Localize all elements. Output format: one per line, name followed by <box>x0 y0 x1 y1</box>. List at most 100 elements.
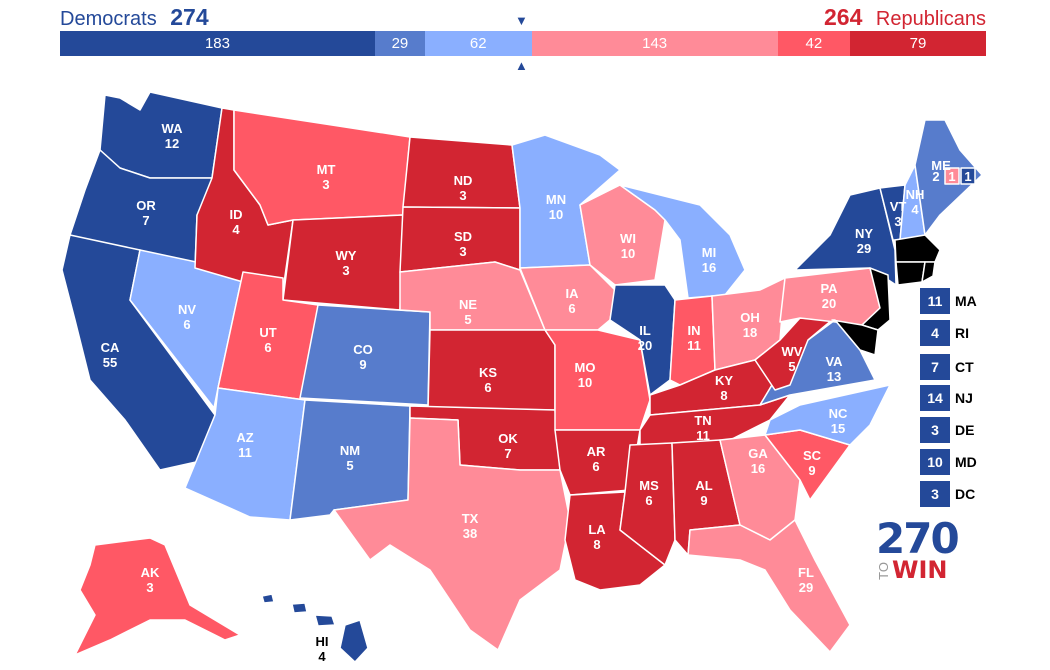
logo-to: TO <box>876 562 891 580</box>
label-nm-ev: 5 <box>346 458 353 473</box>
bar-segment-likely-dem: 29 <box>374 31 425 56</box>
state-tx[interactable] <box>333 417 571 651</box>
label-hi-ev: 4 <box>318 649 326 664</box>
small-state-ev-box: 7 <box>920 354 950 380</box>
270-marker-bottom-icon: ▲ <box>515 58 528 73</box>
state-ri[interactable] <box>921 261 936 283</box>
label-pa-abbr: PA <box>820 281 838 296</box>
label-tn-abbr: TN <box>694 413 711 428</box>
label-me-abbr: ME <box>931 158 951 173</box>
label-la-abbr: LA <box>588 522 606 537</box>
label-co-ev: 9 <box>359 357 366 372</box>
small-state-nj[interactable]: 14 NJ <box>920 385 973 411</box>
label-sd-abbr: SD <box>454 229 472 244</box>
label-nd-ev: 3 <box>459 188 466 203</box>
small-state-ev-box: 11 <box>920 288 950 314</box>
small-state-dc[interactable]: 3 DC <box>920 481 975 507</box>
republicans-header: 264 Republicans <box>824 4 986 31</box>
small-state-ri[interactable]: 4 RI <box>920 320 969 346</box>
label-ga-abbr: GA <box>748 446 768 461</box>
state-ak[interactable] <box>74 537 241 656</box>
small-state-md[interactable]: 10 MD <box>920 449 977 475</box>
logo-win: WIN <box>892 556 948 584</box>
label-ca-abbr: CA <box>101 340 120 355</box>
small-state-abbr: RI <box>955 325 969 341</box>
label-az-ev: 11 <box>238 445 252 460</box>
label-ne-abbr: NE <box>459 297 477 312</box>
label-fl-ev: 29 <box>799 580 813 595</box>
label-ms-ev: 6 <box>645 493 652 508</box>
state-wv[interactable] <box>754 317 833 391</box>
label-al-ev: 9 <box>700 493 707 508</box>
label-wa-abbr: WA <box>162 121 184 136</box>
state-ct[interactable] <box>895 261 926 286</box>
label-va-ev: 13 <box>827 369 841 384</box>
label-va-abbr: VA <box>825 354 843 369</box>
label-sc-ev: 9 <box>808 463 815 478</box>
small-state-ma[interactable]: 11 MA <box>920 288 977 314</box>
label-oh-ev: 18 <box>743 325 757 340</box>
bar-segment-safe-rep: 79 <box>849 31 986 56</box>
label-wv-abbr: WV <box>782 344 803 359</box>
district-me-2[interactable] <box>960 167 976 185</box>
270towin-logo: 270 TO WIN <box>876 518 960 585</box>
label-nm-abbr: NM <box>340 443 360 458</box>
state-hi[interactable] <box>339 619 369 663</box>
state-il[interactable] <box>609 284 676 396</box>
state-ma[interactable] <box>894 234 941 263</box>
label-wy-abbr: WY <box>336 248 357 263</box>
state-fl[interactable] <box>687 519 851 653</box>
small-state-de[interactable]: 3 DE <box>920 417 974 443</box>
label-wi-abbr: WI <box>620 231 636 246</box>
label-ny-abbr: NY <box>855 226 873 241</box>
label-ia-ev: 6 <box>568 301 575 316</box>
state-md[interactable] <box>831 319 879 356</box>
label-id-ev: 4 <box>232 222 240 237</box>
label-me-1-ev: 1 <box>948 169 955 184</box>
label-mi-ev: 16 <box>702 260 716 275</box>
republicans-total: 264 <box>823 4 863 30</box>
small-state-ev-box: 4 <box>920 320 950 346</box>
small-state-abbr: CT <box>955 359 974 375</box>
label-nv-abbr: NV <box>178 302 196 317</box>
state-mo[interactable] <box>544 329 651 431</box>
state-hi-islands[interactable] <box>261 593 336 627</box>
label-ky-abbr: KY <box>715 373 733 388</box>
label-ks-ev: 6 <box>484 380 491 395</box>
label-vt-ev: 3 <box>894 214 901 229</box>
label-la-ev: 8 <box>593 537 600 552</box>
label-ne-ev: 5 <box>464 312 471 327</box>
label-nh-ev: 4 <box>911 202 919 217</box>
label-hi-abbr: HI <box>316 634 329 649</box>
label-me-ev: 2 <box>932 169 939 184</box>
small-state-abbr: NJ <box>955 390 973 406</box>
state-nc[interactable] <box>764 384 891 446</box>
label-wa-ev: 12 <box>165 136 179 151</box>
label-fl-abbr: FL <box>798 565 814 580</box>
label-oh-abbr: OH <box>740 310 760 325</box>
label-wy-ev: 3 <box>342 263 349 278</box>
label-sd-ev: 3 <box>459 244 466 259</box>
label-sc-abbr: SC <box>803 448 822 463</box>
label-ak-abbr: AK <box>141 565 160 580</box>
label-co-abbr: CO <box>353 342 373 357</box>
small-state-ct[interactable]: 7 CT <box>920 354 974 380</box>
label-ut-abbr: UT <box>259 325 276 340</box>
label-ak-ev: 3 <box>146 580 153 595</box>
small-state-abbr: MD <box>955 454 977 470</box>
label-ga-ev: 16 <box>751 461 765 476</box>
label-mo-ev: 10 <box>578 375 592 390</box>
label-id-abbr: ID <box>230 207 243 222</box>
label-mo-abbr: MO <box>575 360 596 375</box>
label-ar-ev: 6 <box>592 459 599 474</box>
label-mt-abbr: MT <box>317 162 336 177</box>
label-ut-ev: 6 <box>264 340 271 355</box>
district-me-1[interactable] <box>944 167 960 185</box>
label-az-abbr: AZ <box>236 430 253 445</box>
label-or-abbr: OR <box>136 198 156 213</box>
label-in-abbr: IN <box>688 323 701 338</box>
label-mn-ev: 10 <box>549 207 563 222</box>
state-ar[interactable] <box>554 429 641 496</box>
label-mn-abbr: MN <box>546 192 566 207</box>
